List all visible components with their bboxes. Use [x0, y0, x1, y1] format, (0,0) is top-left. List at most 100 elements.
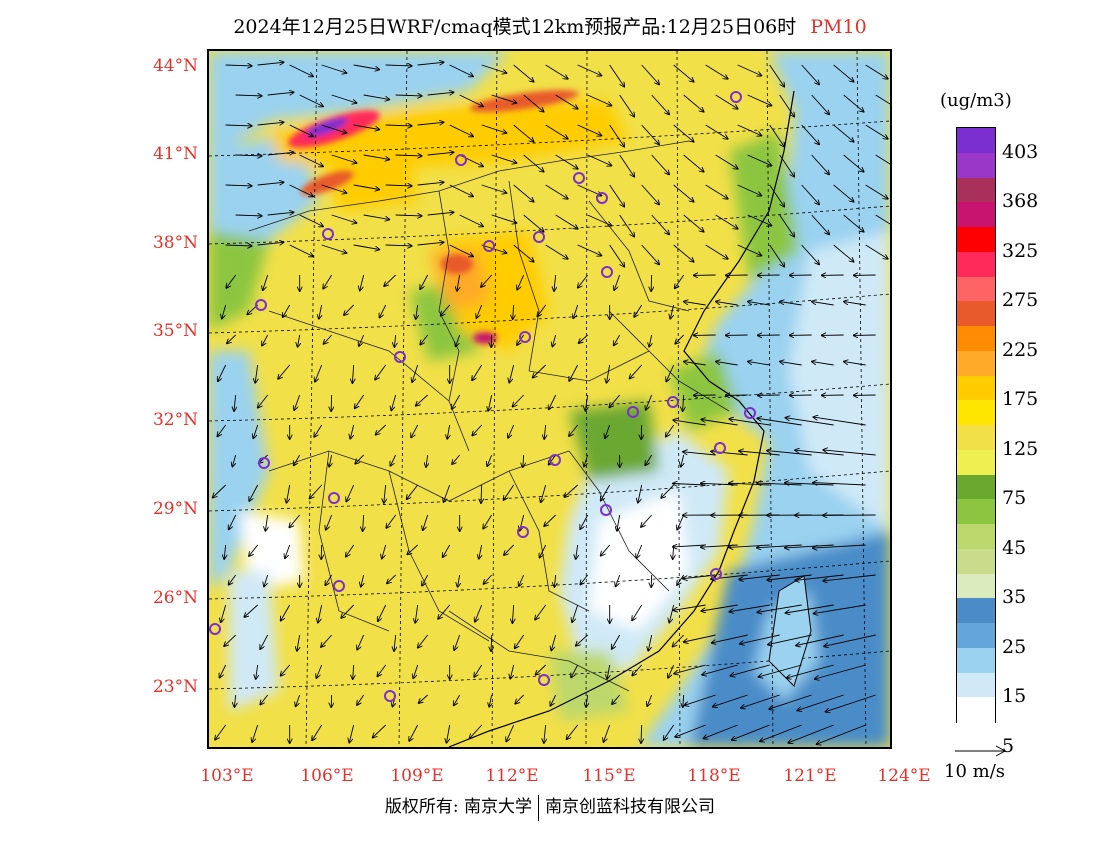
wind-vector	[385, 125, 412, 126]
wind-vector	[315, 364, 323, 382]
wind-vector	[577, 64, 602, 76]
wind-vector	[833, 124, 854, 142]
wind-vector	[226, 274, 237, 288]
wind-vector	[260, 694, 269, 705]
colorbar-swatch	[957, 573, 995, 599]
wind-vector	[324, 334, 333, 344]
wind-vector	[740, 634, 780, 644]
colorbar-label: 175	[1002, 388, 1039, 411]
wind-vector	[504, 544, 514, 555]
wind-vector	[267, 152, 294, 155]
wind-vector	[385, 245, 412, 246]
wind-vector	[331, 154, 357, 163]
reference-vector-label: 10 m/s	[944, 761, 1005, 782]
wind-vector	[729, 483, 770, 485]
wind-vector	[474, 664, 483, 677]
wind-vector	[449, 64, 473, 76]
wind-vector	[571, 664, 579, 677]
wind-vector	[737, 184, 762, 196]
wind-vector	[321, 64, 347, 73]
wind-vector	[213, 484, 226, 498]
wind-vector	[376, 424, 386, 435]
wind-vector	[612, 694, 621, 704]
colorbar-swatch	[957, 400, 995, 426]
wind-vector	[353, 64, 380, 70]
wind-vector	[577, 244, 602, 256]
wind-vector	[737, 244, 762, 256]
wind-vector	[616, 574, 621, 586]
wind-vector	[729, 419, 770, 426]
wind-vector	[811, 154, 829, 174]
wind-vector	[705, 244, 728, 259]
wind-vector	[670, 304, 675, 319]
wind-vector	[447, 724, 451, 743]
wind-vector	[512, 604, 513, 623]
wind-vector	[260, 634, 269, 649]
wind-vector	[664, 724, 675, 740]
wind-vector	[289, 64, 313, 76]
wind-vector	[331, 394, 332, 411]
wind-vector	[555, 154, 578, 169]
wind-vector	[785, 544, 834, 548]
graticule	[209, 51, 890, 747]
longitude-label: 106°E	[300, 766, 354, 786]
wind-vector	[438, 604, 451, 619]
wind-vector	[612, 634, 621, 649]
wind-vector	[385, 65, 412, 66]
wind-vector	[801, 244, 819, 264]
wind-vector	[452, 454, 461, 464]
wind-vector	[645, 454, 653, 465]
wind-vector	[651, 94, 669, 114]
wind-vector	[517, 274, 525, 290]
wind-vector	[235, 95, 262, 96]
wind-vector	[768, 634, 812, 645]
wind-vector	[257, 242, 284, 245]
wind-vector	[609, 394, 621, 407]
footer-separator	[538, 794, 540, 821]
wind-vector	[423, 514, 429, 530]
city-markers	[209, 91, 756, 702]
wind-vector	[549, 454, 557, 465]
wind-vector	[283, 304, 291, 317]
wind-vector	[666, 424, 675, 437]
wind-vector	[523, 94, 544, 112]
wind-vector	[779, 154, 795, 177]
wind-vector	[513, 124, 534, 142]
wind-vector	[741, 694, 780, 708]
wind-vector	[298, 334, 300, 347]
wind-vector	[353, 184, 380, 190]
wind-vector	[218, 364, 227, 381]
wind-vector	[747, 94, 772, 106]
wind-vector	[454, 634, 461, 650]
wind-vector	[865, 64, 888, 79]
wind-vector	[647, 694, 653, 706]
wind-vector	[748, 362, 770, 366]
wind-vector	[523, 214, 544, 232]
wind-vector	[607, 364, 611, 383]
wind-vector	[515, 634, 525, 648]
wind-vector	[673, 124, 694, 142]
wind-vector	[360, 274, 365, 291]
wind-vector	[584, 454, 589, 466]
wind-vector	[587, 214, 612, 226]
wind-vector	[732, 724, 770, 740]
colorbar-swatch	[957, 350, 995, 376]
wind-vector	[378, 604, 387, 621]
wind-vector	[875, 154, 890, 165]
wind-vector	[630, 364, 643, 378]
wind-vector	[417, 122, 444, 125]
wind-vector	[673, 634, 684, 647]
wind-vector	[651, 214, 669, 234]
wind-vector	[551, 634, 557, 650]
wind-vector	[641, 514, 653, 527]
wind-vector	[634, 304, 643, 317]
wind-vector	[641, 64, 659, 84]
colorbar-label: 225	[1002, 338, 1039, 361]
wind-vector	[418, 634, 429, 648]
wind-vector	[235, 155, 262, 156]
wind-vector	[833, 244, 854, 262]
wind-vector	[801, 64, 819, 84]
wind-vector	[607, 664, 609, 679]
wind-vector	[587, 94, 612, 106]
wind-vector	[638, 484, 643, 503]
